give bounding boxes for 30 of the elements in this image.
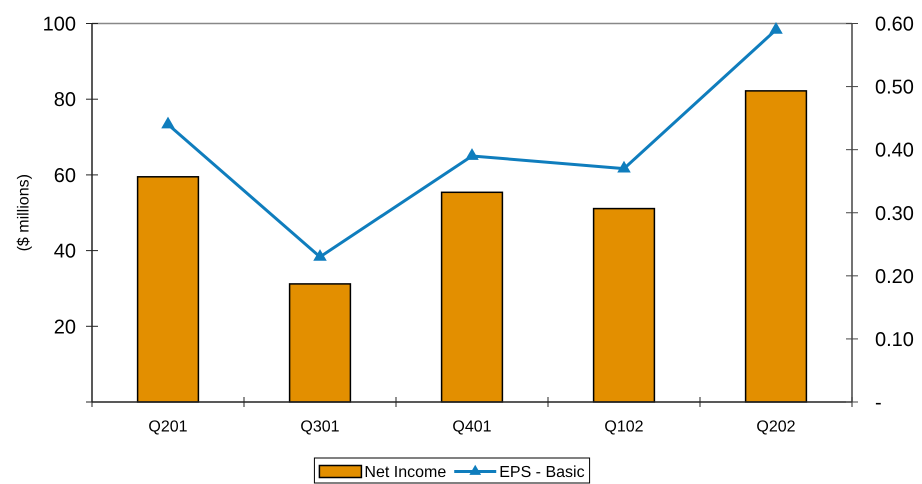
point	[466, 148, 478, 160]
y2-tick-label: 0.50	[875, 76, 914, 99]
point	[314, 250, 326, 261]
y2-tick-label: 0.30	[875, 202, 914, 225]
y-axis-title: ($ millions)	[16, 174, 33, 252]
y-tick-label: 60	[54, 164, 76, 187]
x-tick-label: Q102	[604, 418, 644, 436]
point	[618, 161, 630, 172]
y2-tick-label: 0.40	[875, 140, 914, 162]
x-tick-label: Q202	[756, 418, 796, 436]
x-tick-label: Q201	[148, 418, 188, 436]
y-tick-label: 80	[54, 89, 76, 112]
y2-tick-label: 0.20	[875, 266, 914, 288]
y-tick-label: 40	[54, 240, 76, 263]
legend-label: Net Income	[364, 464, 446, 482]
y2-tick-label: 0.60	[875, 14, 914, 36]
y2-tick-label: 0.10	[875, 328, 914, 351]
bar	[592, 208, 656, 403]
x-tick-label: Q401	[452, 418, 492, 436]
point	[162, 117, 174, 128]
x-tick-label: Q301	[300, 418, 340, 436]
y2-tick-label: -	[875, 392, 882, 414]
y-tick-label: 20	[54, 316, 76, 338]
bar	[440, 192, 504, 403]
legend-label: EPS - Basic	[499, 464, 585, 482]
point	[770, 22, 782, 34]
y-tick-label: 100	[42, 14, 76, 36]
bar	[288, 283, 352, 403]
bar	[744, 90, 808, 403]
bar	[136, 176, 200, 403]
